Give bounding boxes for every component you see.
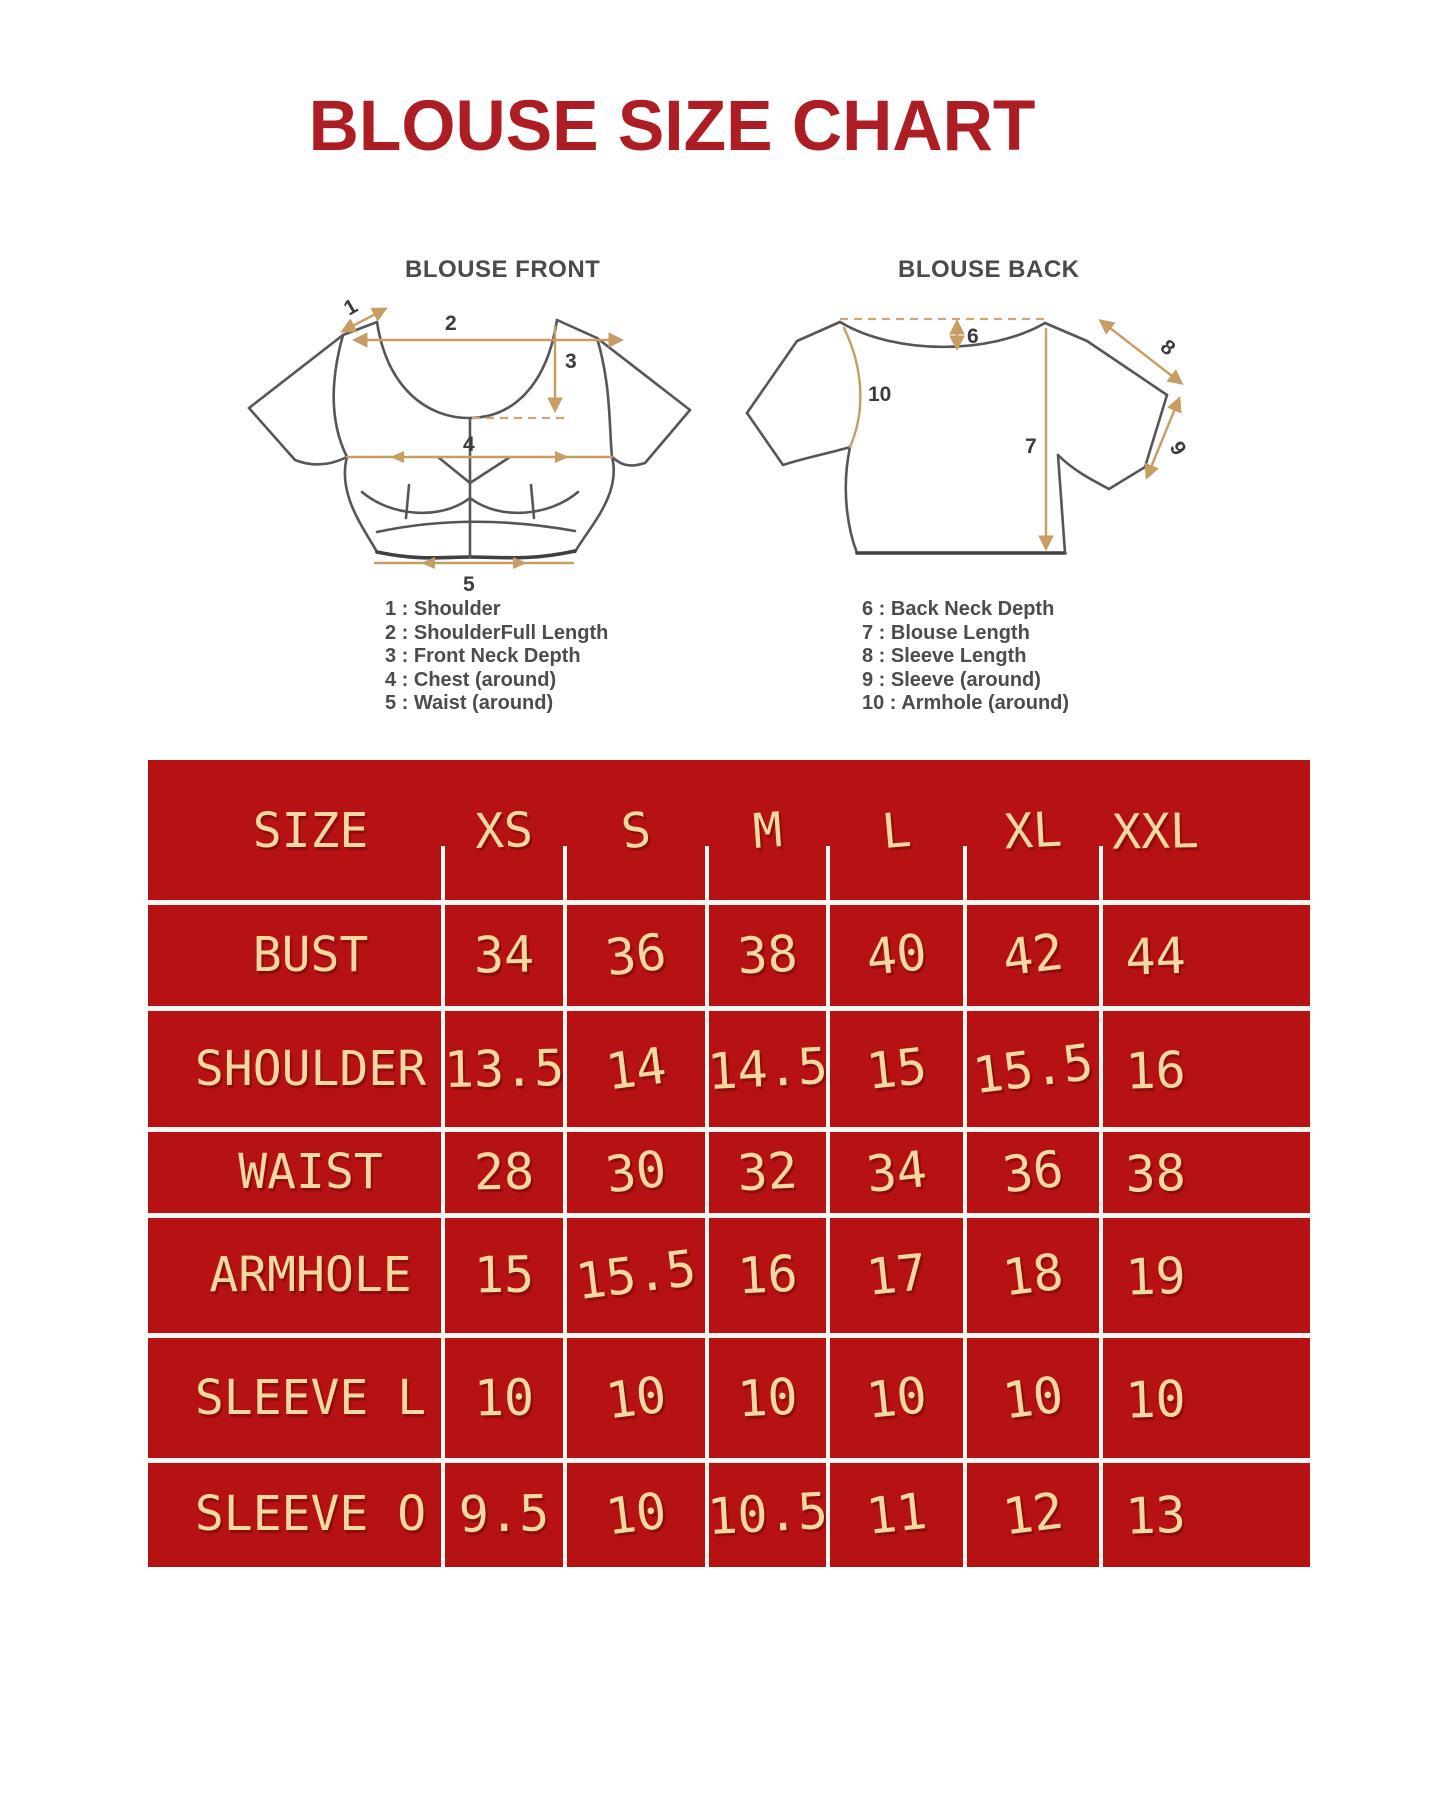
- table-cell: 15.5: [969, 1032, 1097, 1105]
- table-cell: 44: [1124, 926, 1187, 987]
- table-cell: 38: [1124, 1143, 1187, 1204]
- back-mark-10: 10: [868, 383, 891, 406]
- size-table: SIZE XS S M L XL XXL BUST 34 36 38 40 42…: [148, 760, 1310, 1567]
- table-cell: 19: [1124, 1246, 1187, 1307]
- front-mark-4: 4: [463, 433, 475, 456]
- table-cell: 10: [999, 1365, 1067, 1430]
- front-mark-1: 1: [340, 294, 362, 320]
- row-label-shoulder: SHOULDER: [194, 1040, 427, 1097]
- legend-item-front-neck-depth: 3 : Front Neck Depth: [385, 645, 581, 667]
- table-cell: 10.5: [705, 1481, 830, 1546]
- back-mark-7: 7: [1025, 435, 1037, 458]
- table-cell: 10: [473, 1367, 535, 1428]
- row-label-waist: WAIST: [238, 1144, 383, 1200]
- table-cell: 10: [602, 1481, 670, 1546]
- table-cell: 32: [735, 1141, 800, 1203]
- legend-item-sleeve-around: 9 : Sleeve (around): [862, 668, 1041, 691]
- table-cell: 14.5: [705, 1036, 830, 1101]
- legend-item-blouse-length: 7 : Blouse Length: [862, 621, 1030, 644]
- front-mark-3: 3: [565, 350, 577, 373]
- table-cell: 14: [602, 1036, 670, 1101]
- table-cell: 15: [473, 1245, 535, 1305]
- table-cell: 10: [863, 1365, 930, 1430]
- table-cell: 11: [863, 1481, 930, 1546]
- table-cell: 34: [863, 1140, 930, 1204]
- table-cell: 10: [1124, 1369, 1187, 1430]
- table-cell: 42: [999, 922, 1067, 988]
- table-cell: 36: [602, 922, 670, 988]
- table-cell: 40: [863, 923, 930, 987]
- table-cell: 34: [473, 925, 535, 985]
- front-diagram-heading: BLOUSE FRONT: [405, 256, 601, 283]
- table-cell: 12: [999, 1481, 1067, 1546]
- table-cell: 16: [735, 1244, 800, 1306]
- legend-item-chest-around: 4 : Chest (around): [385, 668, 557, 691]
- table-header-m: M: [751, 802, 784, 860]
- table-cell: 10: [735, 1366, 800, 1429]
- table-cell: 10: [602, 1365, 670, 1430]
- row-label-sleeve-l: SLEEVE L: [194, 1369, 427, 1426]
- table-header-l: L: [879, 801, 914, 861]
- table-cell: 38: [735, 924, 800, 986]
- front-mark-2: 2: [445, 312, 457, 335]
- table-header-s: S: [618, 801, 654, 861]
- table-cell: 16: [1124, 1040, 1187, 1101]
- table-header-xs: XS: [474, 802, 534, 860]
- blouse-back-diagram: 6 7 8 9 10: [745, 317, 1191, 555]
- table-cell: 18: [999, 1242, 1067, 1308]
- table-cell: 28: [473, 1142, 535, 1202]
- page-title: BLOUSE SIZE CHART: [308, 87, 1036, 166]
- table-cell: 15.5: [572, 1238, 700, 1312]
- back-mark-8: 8: [1156, 335, 1180, 360]
- legend-item-shoulder: 1 : Shoulder: [385, 598, 501, 620]
- table-header-xxl: XXL: [1111, 803, 1200, 861]
- table-cell: 17: [863, 1243, 930, 1307]
- table-cell: 13: [1124, 1485, 1187, 1546]
- front-legend: 1 : Shoulder 2 : ShoulderFull Length 3 :…: [385, 598, 608, 716]
- back-mark-6: 6: [967, 325, 979, 348]
- table-cell: 9.5: [458, 1483, 550, 1544]
- table-header-xl: XL: [1002, 801, 1064, 861]
- table-cell: 15: [863, 1036, 930, 1101]
- blouse-front-diagram: 1 2 3 4 5: [247, 294, 692, 596]
- legend-item-back-neck-depth: 6 : Back Neck Depth: [862, 598, 1055, 620]
- back-diagram-heading: BLOUSE BACK: [898, 256, 1080, 283]
- row-label-sleeve-o: SLEEVE O: [194, 1485, 427, 1542]
- back-mark-9: 9: [1165, 437, 1191, 459]
- table-header-size: SIZE: [252, 803, 369, 859]
- row-label-bust: BUST: [252, 927, 369, 983]
- table-cell: 13.5: [443, 1038, 565, 1099]
- back-legend: 6 : Back Neck Depth 7 : Blouse Length 8 …: [862, 598, 1069, 716]
- legend-item-armhole-around: 10 : Armhole (around): [862, 692, 1070, 714]
- legend-item-shoulder-full-length: 2 : ShoulderFull Length: [385, 621, 609, 644]
- front-mark-5: 5: [463, 573, 475, 596]
- legend-item-waist-around: 5 : Waist (around): [385, 692, 554, 714]
- row-label-armhole: ARMHOLE: [209, 1247, 412, 1303]
- legend-item-sleeve-length: 8 : Sleeve Length: [862, 645, 1027, 667]
